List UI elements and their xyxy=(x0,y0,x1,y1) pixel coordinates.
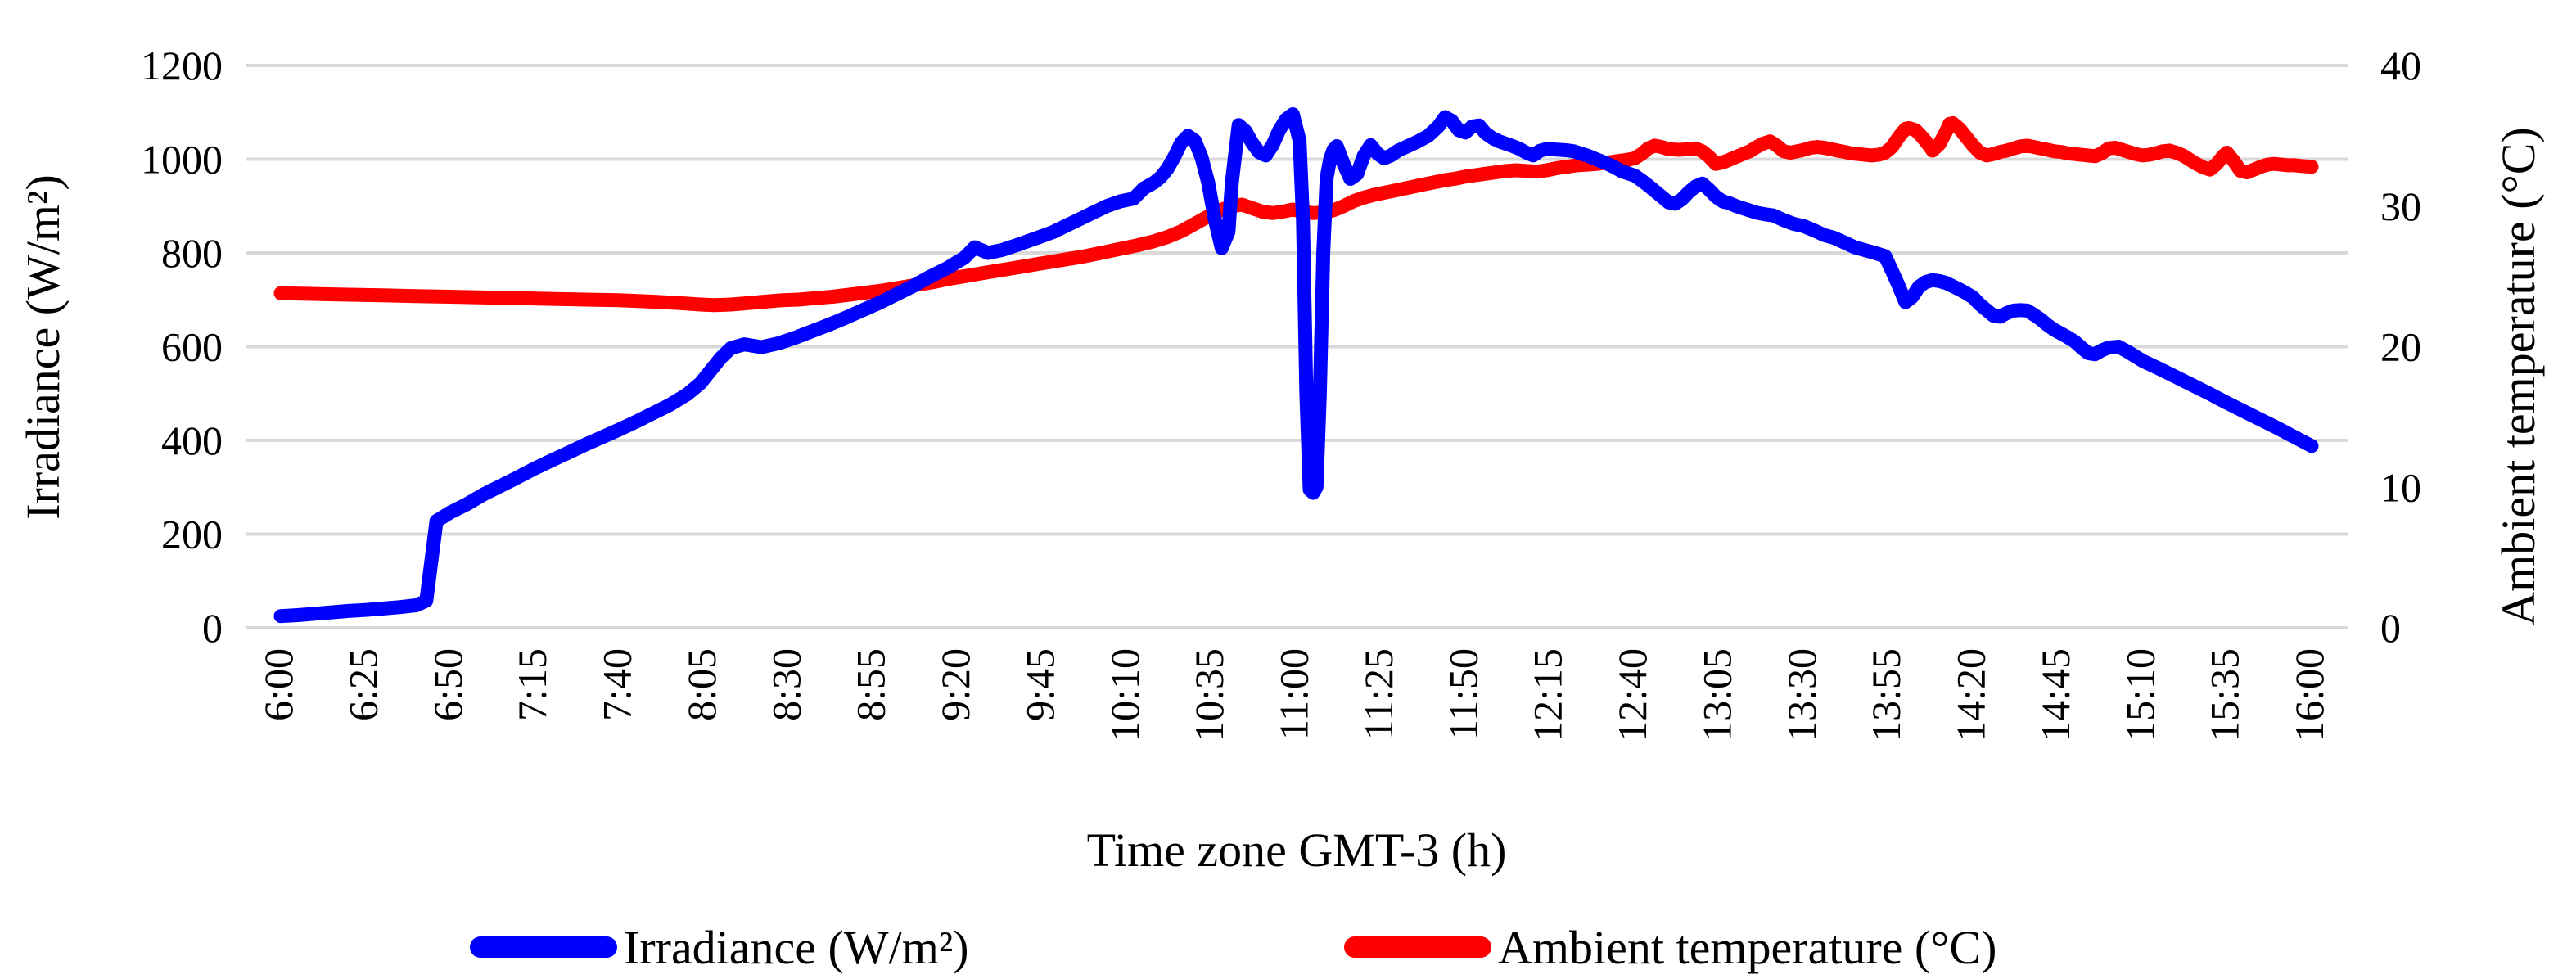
x-tick-label: 8:05 xyxy=(679,648,724,721)
x-tick-label: 13:05 xyxy=(1694,648,1739,742)
y-left-tick-label: 800 xyxy=(161,230,223,276)
x-tick-label: 6:00 xyxy=(255,648,301,721)
y-right-tick-label: 40 xyxy=(2380,43,2421,88)
y-right-tick-label: 30 xyxy=(2380,183,2421,229)
legend-item-temperature: Ambient temperature (°C) xyxy=(1344,915,1996,979)
x-axis-title: Time zone GMT-3 (h) xyxy=(1087,823,1507,877)
y-right-tick-label: 20 xyxy=(2380,324,2421,370)
temperature-legend-swatch xyxy=(1344,936,1491,958)
x-tick-label: 15:10 xyxy=(2117,648,2163,742)
x-tick-label: 11:50 xyxy=(1440,648,1486,740)
y-axis-left-ticks: 0 200 400 600 800 1000 1200 xyxy=(141,43,223,651)
y-left-tick-label: 0 xyxy=(202,605,223,651)
y-right-tick-label: 10 xyxy=(2380,464,2421,510)
x-tick-label: 16:00 xyxy=(2286,648,2332,742)
x-tick-label: 9:45 xyxy=(1017,648,1062,721)
x-tick-label: 9:20 xyxy=(932,648,978,721)
x-tick-label: 7:15 xyxy=(509,648,555,721)
irradiance-line xyxy=(273,107,2319,624)
x-tick-label: 11:25 xyxy=(1356,648,1401,740)
x-tick-label: 12:15 xyxy=(1525,648,1571,742)
x-tick-label: 6:50 xyxy=(425,648,471,721)
x-tick-label: 15:35 xyxy=(2202,648,2248,742)
x-tick-label: 14:20 xyxy=(1948,648,1994,742)
legend-item-irradiance: Irradiance (W/m²) xyxy=(470,915,969,979)
x-tick-label: 8:30 xyxy=(763,648,809,721)
y-axis-right-ticks: 0 10 20 30 40 xyxy=(2380,43,2421,651)
x-tick-label: 6:25 xyxy=(340,648,386,721)
legend: Irradiance (W/m²) Ambient temperature (°… xyxy=(0,915,2576,979)
irradiance-legend-swatch xyxy=(470,936,617,958)
x-tick-label: 7:40 xyxy=(594,648,640,721)
x-tick-label: 13:55 xyxy=(1863,648,1909,742)
x-tick-label: 12:40 xyxy=(1609,648,1655,742)
x-tick-label: 14:45 xyxy=(2032,648,2078,742)
x-tick-label: 10:35 xyxy=(1186,648,1232,742)
y-left-tick-label: 200 xyxy=(161,512,223,557)
y-left-tick-label: 400 xyxy=(161,417,223,463)
y-left-tick-label: 1000 xyxy=(141,137,223,183)
y-right-tick-label: 0 xyxy=(2380,605,2401,651)
temperature-legend-label: Ambient temperature (°C) xyxy=(1498,920,1997,974)
x-tick-label: 13:30 xyxy=(1779,648,1825,742)
temperature-line xyxy=(273,115,2319,313)
irradiance-legend-label: Irradiance (W/m²) xyxy=(624,920,969,974)
x-tick-label: 8:55 xyxy=(848,648,894,721)
x-axis-ticks: 6:00 6:25 6:50 7:15 7:40 8:05 8:30 8:55 9:20 9:45… xyxy=(255,648,2332,742)
x-tick-label: 11:00 xyxy=(1271,648,1317,740)
y-axis-right-title: Ambient temperature (°C) xyxy=(2492,127,2545,625)
y-left-tick-label: 600 xyxy=(161,324,223,370)
y-axis-left-title: Irradiance (W/m²) xyxy=(16,174,70,520)
x-tick-label: 10:10 xyxy=(1102,648,1148,742)
y-left-tick-label: 1200 xyxy=(141,43,223,88)
